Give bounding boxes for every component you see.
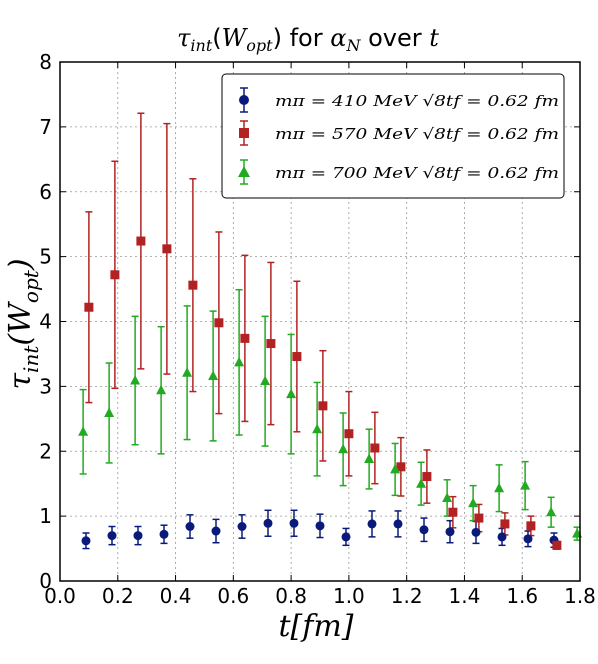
x-tick-label: 0.0 bbox=[44, 584, 76, 608]
data-point-square bbox=[188, 280, 198, 290]
data-point-circle bbox=[81, 536, 91, 546]
data-point-triangle bbox=[130, 375, 141, 385]
x-tick-label: 1.4 bbox=[449, 584, 481, 608]
legend: mπ = 410 MeV √8tf = 0.62 fm mπ = 570 MeV… bbox=[221, 73, 565, 199]
data-point-triangle bbox=[234, 356, 245, 367]
data-point-circle bbox=[263, 518, 273, 528]
data-point-circle bbox=[367, 519, 377, 529]
y-tick-label: 8 bbox=[39, 50, 52, 74]
y-tick-label: 2 bbox=[39, 439, 52, 463]
data-point-square bbox=[448, 507, 458, 517]
y-tick-label: 6 bbox=[39, 180, 52, 204]
data-point-square bbox=[552, 540, 562, 550]
data-point-square bbox=[266, 339, 276, 349]
axis-ticks: 0.0 0.2 0.4 0.6 0.8 1.0 1.2 1.4 1.6 1.8 0 1 2 3 4 5 6 7 8 bbox=[39, 50, 596, 608]
data-point-square bbox=[422, 472, 432, 482]
data-point-square bbox=[292, 352, 302, 362]
data-point-square bbox=[214, 318, 224, 328]
data-point-circle bbox=[393, 519, 403, 529]
data-point-square bbox=[240, 333, 250, 343]
data-point-triangle bbox=[260, 375, 271, 386]
y-axis-label: τint(Wopt) bbox=[3, 258, 43, 389]
data-point-square bbox=[344, 429, 354, 439]
data-point-circle bbox=[159, 529, 169, 539]
data-point-triangle bbox=[208, 370, 219, 380]
legend-label-410: mπ = 410 MeV √8tf = 0.62 fm bbox=[275, 92, 559, 110]
svg-text:τint(Wopt): τint(Wopt) bbox=[3, 258, 43, 389]
data-point-square bbox=[110, 270, 120, 280]
data-point-triangle bbox=[442, 492, 453, 502]
data-point-square bbox=[474, 513, 484, 523]
x-tick-label: 0.2 bbox=[102, 584, 134, 608]
data-point-triangle bbox=[546, 506, 557, 517]
data-point-square bbox=[526, 521, 536, 531]
data-point-square bbox=[162, 244, 172, 254]
x-axis-label: t[fm] bbox=[278, 609, 353, 644]
data-point-triangle bbox=[390, 463, 401, 474]
x-tick-label: 1.0 bbox=[333, 584, 365, 608]
y-tick-label: 5 bbox=[39, 245, 52, 269]
y-tick-label: 7 bbox=[39, 115, 52, 139]
data-point-triangle bbox=[286, 388, 297, 399]
data-point-circle bbox=[107, 531, 117, 541]
data-point-circle bbox=[341, 532, 351, 542]
data-point-circle bbox=[237, 522, 247, 532]
y-tick-label: 3 bbox=[39, 374, 52, 398]
data-point-circle bbox=[471, 527, 481, 537]
data-point-triangle bbox=[364, 453, 375, 464]
data-point-square bbox=[136, 236, 146, 246]
data-point-triangle bbox=[520, 480, 531, 490]
data-point-circle bbox=[185, 522, 195, 532]
x-tick-label: 1.6 bbox=[506, 584, 538, 608]
legend-entry-410: mπ = 410 MeV √8tf = 0.62 fm bbox=[239, 87, 559, 113]
data-point-triangle bbox=[338, 443, 349, 454]
y-tick-label: 0 bbox=[39, 569, 52, 593]
data-point-triangle bbox=[494, 482, 505, 493]
data-point-circle bbox=[419, 525, 429, 535]
legend-entry-700: mπ = 700 MeV √8tf = 0.62 fm bbox=[238, 159, 559, 185]
data-point-circle bbox=[497, 532, 507, 542]
x-tick-label: 1.2 bbox=[391, 584, 423, 608]
data-point-circle bbox=[523, 534, 533, 544]
data-point-circle bbox=[445, 527, 455, 537]
data-point-triangle bbox=[78, 426, 89, 436]
data-point-circle bbox=[289, 518, 299, 528]
data-point-square bbox=[318, 401, 328, 411]
legend-entry-570: mπ = 570 MeV √8tf = 0.62 fm bbox=[239, 120, 559, 146]
data-point-square bbox=[84, 302, 94, 312]
data-point-square bbox=[500, 519, 510, 529]
chart-title: τint(Wopt) for αN over t bbox=[177, 24, 439, 55]
data-point-circle bbox=[133, 531, 143, 541]
data-point-triangle bbox=[468, 497, 479, 508]
data-points bbox=[78, 236, 583, 550]
data-point-square bbox=[370, 443, 380, 453]
x-tick-label: 0.8 bbox=[275, 584, 307, 608]
data-point-triangle bbox=[312, 423, 323, 434]
legend-label-570: mπ = 570 MeV √8tf = 0.62 fm bbox=[275, 125, 559, 143]
x-tick-label: 0.6 bbox=[217, 584, 249, 608]
x-tick-label: 1.8 bbox=[564, 584, 596, 608]
data-point-triangle bbox=[156, 384, 167, 395]
legend-box bbox=[221, 73, 565, 199]
legend-label-700: mπ = 700 MeV √8tf = 0.62 fm bbox=[275, 164, 559, 182]
data-point-circle bbox=[211, 526, 221, 536]
data-point-triangle bbox=[182, 367, 193, 377]
data-point-circle bbox=[315, 521, 325, 531]
data-point-square bbox=[396, 462, 406, 472]
data-point-triangle bbox=[104, 407, 115, 417]
y-tick-label: 4 bbox=[39, 310, 52, 334]
x-tick-label: 0.4 bbox=[160, 584, 192, 608]
y-tick-label: 1 bbox=[39, 504, 52, 528]
data-point-triangle bbox=[416, 478, 427, 488]
